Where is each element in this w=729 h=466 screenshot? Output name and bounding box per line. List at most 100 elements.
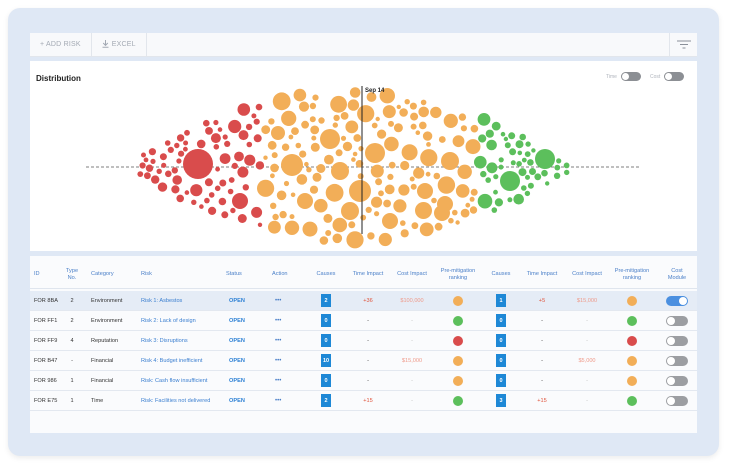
risk-bubble[interactable] — [183, 149, 213, 179]
risk-bubble[interactable] — [199, 204, 204, 209]
risk-bubble[interactable] — [208, 206, 217, 215]
risk-bubble[interactable] — [379, 88, 395, 104]
risk-bubble[interactable] — [148, 148, 156, 156]
risk-bubble[interactable] — [493, 189, 498, 195]
risk-bubble[interactable] — [510, 160, 516, 166]
risk-bubble[interactable] — [396, 104, 401, 110]
header-cost-impact[interactable]: Cost Impact — [397, 271, 427, 277]
risk-bubble[interactable] — [478, 134, 487, 143]
risk-bubble[interactable] — [174, 142, 180, 149]
risk-bubble[interactable] — [310, 142, 320, 152]
risk-bubble[interactable] — [498, 164, 504, 170]
risk-bubble[interactable] — [401, 144, 418, 161]
risk-bubble[interactable] — [398, 184, 410, 196]
risk-bubble[interactable] — [554, 164, 561, 171]
risk-bubble[interactable] — [387, 173, 394, 180]
risk-bubble[interactable] — [276, 190, 287, 201]
excel-button[interactable]: EXCEL — [92, 33, 147, 56]
risk-bubble[interactable] — [491, 121, 501, 131]
risk-bubble[interactable] — [508, 132, 516, 140]
risk-bubble[interactable] — [257, 179, 275, 197]
action-menu-icon[interactable]: ••• — [275, 298, 282, 304]
risk-bubble[interactable] — [288, 134, 294, 140]
risk-bubble[interactable] — [219, 153, 231, 164]
cell-status[interactable]: OPEN — [229, 298, 245, 304]
risk-bubble[interactable] — [357, 173, 364, 180]
risk-bubble[interactable] — [312, 94, 319, 101]
table-row[interactable]: FOR 986 1 Financial Risk: Cash flow insuffi… — [30, 371, 697, 391]
risk-bubble[interactable] — [375, 178, 383, 186]
risk-bubble[interactable] — [270, 173, 275, 179]
risk-bubble[interactable] — [330, 95, 347, 113]
risk-bubble[interactable] — [465, 202, 471, 208]
risk-bubble[interactable] — [228, 177, 235, 183]
risk-bubble[interactable] — [388, 120, 394, 127]
cell-risk-link[interactable]: Risk 3: Disruptions — [141, 338, 188, 344]
risk-bubble[interactable] — [515, 140, 524, 149]
risk-bubble[interactable] — [352, 151, 358, 157]
risk-bubble[interactable] — [420, 99, 427, 106]
risk-bubble[interactable] — [347, 99, 360, 111]
risk-bubble[interactable] — [271, 126, 285, 140]
action-menu-icon[interactable]: ••• — [275, 338, 282, 344]
risk-bubble[interactable] — [171, 167, 178, 174]
risk-bubble[interactable] — [525, 174, 530, 180]
risk-bubble[interactable] — [210, 133, 221, 144]
risk-bubble[interactable] — [332, 217, 348, 233]
risk-bubble[interactable] — [176, 194, 184, 203]
risk-bubble[interactable] — [503, 136, 509, 142]
risk-bubble[interactable] — [545, 181, 550, 186]
header-category[interactable]: Category — [91, 271, 114, 277]
risk-bubble[interactable] — [518, 168, 527, 177]
risk-bubble[interactable] — [457, 164, 472, 179]
risk-bubble[interactable] — [349, 87, 361, 98]
risk-bubble[interactable] — [141, 152, 146, 158]
risk-bubble[interactable] — [474, 155, 487, 169]
add-risk-button[interactable]: + ADD RISK — [30, 33, 92, 56]
risk-bubble[interactable] — [332, 122, 338, 128]
risk-bubble[interactable] — [323, 213, 333, 223]
risk-bubble[interactable] — [400, 229, 409, 238]
header-action[interactable]: Action — [272, 271, 288, 277]
risk-bubble[interactable] — [267, 140, 277, 150]
causes-badge-2[interactable]: 3 — [496, 394, 506, 407]
risk-bubble[interactable] — [255, 161, 265, 170]
risk-bubble[interactable] — [477, 113, 491, 126]
risk-bubble[interactable] — [289, 214, 295, 220]
risk-bubble[interactable] — [417, 183, 433, 199]
risk-bubble[interactable] — [564, 169, 570, 176]
risk-bubble[interactable] — [219, 179, 227, 187]
risk-bubble[interactable] — [270, 163, 279, 173]
risk-bubble[interactable] — [531, 148, 536, 153]
risk-bubble[interactable] — [302, 221, 318, 237]
cost-module-toggle[interactable] — [666, 316, 688, 326]
risk-bubble[interactable] — [348, 221, 356, 229]
risk-bubble[interactable] — [365, 206, 372, 213]
risk-bubble[interactable] — [399, 108, 408, 117]
risk-bubble[interactable] — [486, 139, 497, 151]
risk-bubble[interactable] — [469, 206, 478, 214]
risk-bubble[interactable] — [184, 129, 190, 136]
risk-bubble[interactable] — [371, 196, 383, 208]
header-risk[interactable]: Risk — [141, 271, 152, 277]
risk-bubble[interactable] — [159, 153, 167, 161]
risk-bubble[interactable] — [340, 135, 347, 141]
action-menu-icon[interactable]: ••• — [275, 378, 282, 384]
cost-toggle[interactable] — [664, 72, 685, 81]
risk-bubble[interactable] — [516, 161, 522, 167]
risk-bubble[interactable] — [222, 134, 228, 140]
risk-bubble[interactable] — [238, 130, 249, 141]
risk-bubble[interactable] — [191, 199, 197, 205]
risk-bubble[interactable] — [268, 118, 275, 125]
risk-bubble[interactable] — [156, 168, 162, 174]
risk-bubble[interactable] — [251, 206, 263, 218]
risk-bubble[interactable] — [184, 190, 190, 195]
cell-risk-link[interactable]: Risk 2: Lack of design — [141, 318, 196, 324]
risk-bubble[interactable] — [290, 192, 296, 198]
risk-bubble[interactable] — [452, 135, 465, 148]
risk-bubble[interactable] — [332, 233, 343, 244]
risk-bubble[interactable] — [161, 162, 167, 168]
risk-bubble[interactable] — [524, 151, 531, 157]
risk-bubble[interactable] — [377, 129, 387, 139]
header-cost-module[interactable]: Cost Module — [667, 268, 687, 281]
